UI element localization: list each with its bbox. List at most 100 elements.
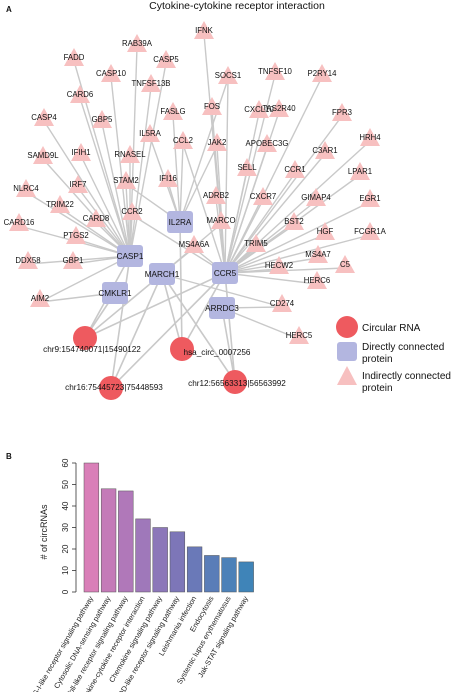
label-casp1: CASP1 — [117, 252, 144, 261]
label-ms4a6a: MS4A6A — [179, 240, 211, 249]
edge-casp1-casp10 — [110, 76, 131, 257]
edge-ccr5-fcgr1a — [224, 234, 371, 274]
bar-chart: # of circRNAs 0 10 20 30 40 50 60 RIG-I-like r… — [27, 458, 254, 692]
network-legend: Circular RNA Directly connected protein … — [336, 316, 451, 394]
node-cmklr1 — [102, 282, 128, 304]
edge-c4-ccr5 — [224, 272, 236, 383]
legend-indirect-line1: Indirectly connected — [362, 371, 451, 382]
node-c3ar1 — [315, 141, 335, 159]
node-tnfsf10 — [265, 62, 285, 80]
label-march1: MARCH1 — [145, 270, 180, 279]
node-circ-c2 — [170, 337, 194, 361]
node-fos — [202, 97, 222, 115]
circrna-nodes: chr9:154740071|15490122 hsa_circ_0007256c… — [43, 326, 286, 400]
network-title: Cytokine-cytokine receptor interaction — [149, 0, 325, 12]
bar-8 — [204, 555, 220, 593]
node-ccr2 — [122, 202, 142, 220]
node-fpr3 — [332, 103, 352, 121]
label-circ-c3: chr16:75445723|75448593 — [65, 383, 163, 392]
label-marco: MARCO — [206, 216, 235, 225]
edge-casp1-ddx58 — [27, 255, 131, 265]
node-ifnk — [194, 21, 214, 39]
node-tas2r40 — [269, 99, 289, 117]
edge-ccr5-ccl2 — [182, 143, 226, 274]
node-c5 — [335, 255, 355, 273]
legend-triangle-marker — [337, 366, 357, 385]
label-lpar1: LPAR1 — [348, 167, 372, 176]
edge-ccr5-sell — [224, 170, 248, 274]
node-il5ra — [140, 124, 160, 142]
node-herc5 — [289, 326, 309, 344]
edge-c4-arrdc3 — [221, 307, 236, 383]
y-tick-label: 50 — [61, 480, 70, 489]
label-stam2: STAM2 — [113, 176, 138, 185]
node-tnfsf13b — [141, 74, 161, 92]
legend-direct-line2: protein — [362, 354, 393, 365]
legend-direct-line1: Directly connected — [362, 342, 444, 353]
label-faslg: FASLG — [160, 107, 185, 116]
label-gbp1: GBP1 — [63, 256, 84, 265]
network-edges — [18, 33, 371, 389]
label-fcgr1a: FCGR1A — [354, 227, 386, 236]
label-fpr3: FPR3 — [332, 108, 352, 117]
node-ifih1 — [71, 143, 91, 161]
label-casp5: CASP5 — [153, 55, 179, 64]
node-casp1 — [117, 245, 143, 267]
label-casp10: CASP10 — [96, 69, 127, 78]
node-ptgs2 — [66, 226, 86, 244]
label-card6: CARD6 — [67, 90, 93, 99]
bar-3 — [118, 490, 134, 593]
label-gimap4: GIMAP4 — [301, 193, 331, 202]
y-tick-label: 40 — [61, 501, 70, 510]
node-marco — [211, 211, 231, 229]
node-rab39a — [127, 34, 147, 52]
label-casp4: CASP4 — [31, 113, 57, 122]
node-apobec3g — [257, 134, 277, 152]
label-hgf: HGF — [317, 227, 334, 236]
node-ms4a6a — [184, 235, 204, 253]
legend-circle-marker — [336, 316, 358, 338]
node-hgf — [315, 222, 335, 240]
edge-il2ra-faslg — [172, 114, 181, 223]
label-fos: FOS — [204, 102, 220, 111]
label-irf7: IRF7 — [70, 180, 87, 189]
node-trim22 — [50, 195, 70, 213]
legend-indirect-line2: protein — [362, 383, 393, 394]
node-egr1 — [360, 189, 380, 207]
node-gbp5 — [92, 110, 112, 128]
edge-casp1-card6 — [79, 97, 131, 257]
x-category-labels: RIG-I-like receptor signaling pathwayCyt… — [27, 594, 250, 692]
node-faslg — [163, 102, 183, 120]
edge-ccr5-apobec3g — [224, 146, 268, 274]
label-circ-c4: chr12:56563313|56563992 — [188, 379, 286, 388]
label-circ-c2: hsa_circ_0007256 — [184, 348, 251, 357]
label-ccr1: CCR1 — [284, 165, 305, 174]
y-tick-label: 30 — [61, 523, 70, 532]
label-trim5: TRIM5 — [244, 239, 268, 248]
node-jak2 — [207, 133, 227, 151]
legend-circular-rna: Circular RNA — [362, 323, 421, 334]
node-il2ra — [167, 211, 193, 233]
label-hrh4: HRH4 — [359, 133, 381, 142]
edge-casp1-samd9l — [42, 158, 131, 257]
y-tick-label: 0 — [61, 589, 70, 594]
edge-c1-ccr5 — [84, 272, 226, 339]
node-herc6 — [307, 271, 327, 289]
label-ccl2: CCL2 — [173, 136, 193, 145]
edge-ccr5-cxcr7 — [224, 199, 264, 274]
panel-b-label: B — [6, 452, 12, 461]
node-casp4 — [34, 108, 54, 126]
edge-march1-cd274 — [161, 273, 283, 308]
label-ptgs2: PTGS2 — [63, 231, 89, 240]
edge-ccr5-ms4a7 — [224, 257, 319, 274]
label-ddx58: DDX58 — [15, 256, 40, 265]
node-hrh4 — [360, 128, 380, 146]
bar-10 — [238, 561, 254, 593]
edge-casp1-gbp5 — [101, 122, 131, 257]
node-stam2 — [116, 171, 136, 189]
node-circ-c3 — [99, 376, 123, 400]
label-rnasel: RNASEL — [114, 150, 146, 159]
label-ifih1: IFIH1 — [71, 148, 90, 157]
edge-ccr5-egr1 — [224, 201, 371, 274]
